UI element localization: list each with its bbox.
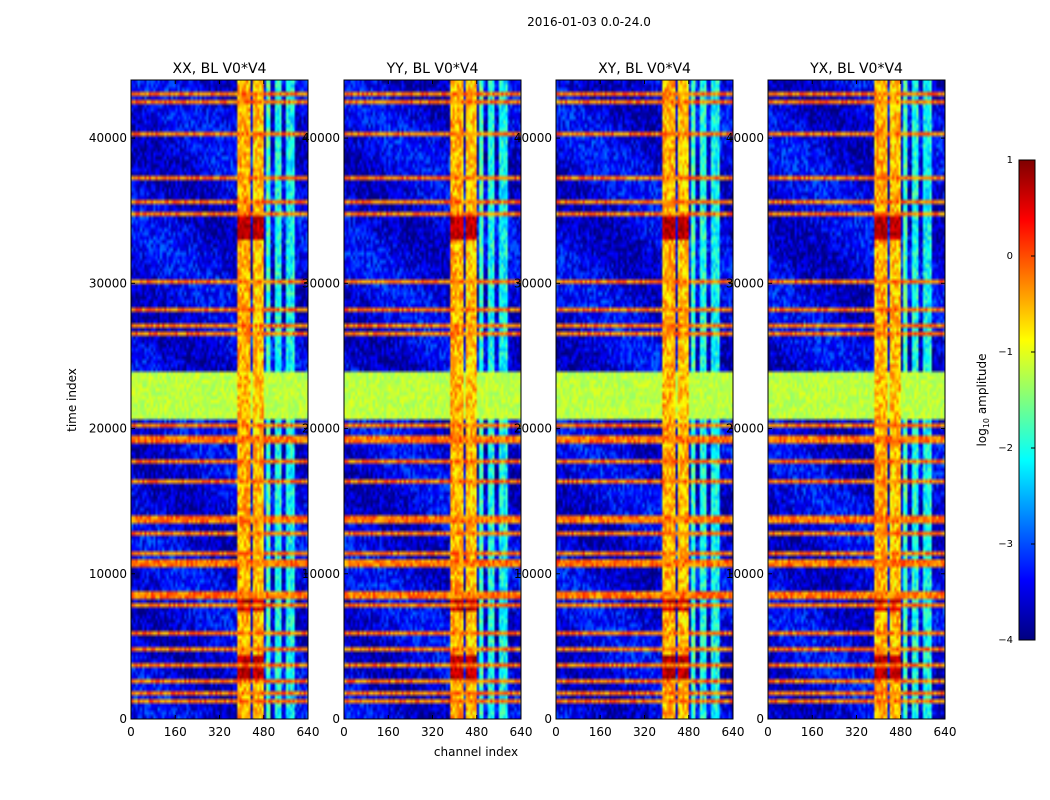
panel-xx: XX, BL V0*V4 0 160 320 480 640 0 10000 20000 3000… xyxy=(89,61,320,739)
y-tick-label: 0 xyxy=(332,712,340,726)
x-tick-label: 320 xyxy=(421,725,444,739)
y-tick-label: 30000 xyxy=(89,276,127,290)
y-tick-label: 0 xyxy=(756,712,764,726)
colorbar-label: log10 amplitude xyxy=(975,354,991,447)
colorbar-tick-label: −3 xyxy=(998,539,1013,550)
y-tick-label: 10000 xyxy=(726,567,764,581)
x-tick-label: 480 xyxy=(677,725,700,739)
x-tick-label: 640 xyxy=(934,725,957,739)
x-tick-label: 480 xyxy=(252,725,275,739)
colorbar-tick-label: −4 xyxy=(998,635,1013,646)
x-tick-label: 320 xyxy=(208,725,231,739)
heatmap-xx xyxy=(131,80,308,719)
x-tick-label: 0 xyxy=(127,725,135,739)
y-axis-label: time index xyxy=(65,368,79,432)
colorbar: −4 −3 −2 −1 0 1 log10 amplitude xyxy=(975,155,1036,646)
heatmap-yx xyxy=(768,80,945,719)
y-tick-label: 40000 xyxy=(514,131,552,145)
y-tick-label: 30000 xyxy=(302,276,340,290)
x-tick-label: 0 xyxy=(764,725,772,739)
x-tick-label: 640 xyxy=(297,725,320,739)
heatmap-yy xyxy=(344,80,521,719)
x-tick-label: 320 xyxy=(845,725,868,739)
heatmap-xy xyxy=(556,80,733,719)
y-tick-label: 20000 xyxy=(302,422,340,436)
y-tick-label: 20000 xyxy=(514,422,552,436)
x-tick-label: 480 xyxy=(889,725,912,739)
y-tick-label: 10000 xyxy=(89,567,127,581)
x-tick-label: 320 xyxy=(633,725,656,739)
y-tick-label: 30000 xyxy=(726,276,764,290)
y-tick-label: 40000 xyxy=(302,131,340,145)
x-axis-label: channel index xyxy=(434,745,518,759)
panel-title: YY, BL V0*V4 xyxy=(386,61,479,77)
y-tick-label: 0 xyxy=(544,712,552,726)
x-tick-label: 480 xyxy=(465,725,488,739)
y-tick-label: 10000 xyxy=(514,567,552,581)
y-tick-label: 20000 xyxy=(89,422,127,436)
colorbar-tick-label: 0 xyxy=(1007,251,1013,262)
x-tick-label: 160 xyxy=(164,725,187,739)
panels: XX, BL V0*V4 0 160 320 480 640 0 10000 20000 3000… xyxy=(89,61,957,739)
colorbar-tick-label: −1 xyxy=(998,347,1013,358)
x-tick-label: 160 xyxy=(801,725,824,739)
panel-yx: YX, BL V0*V4 0 160 320 480 640 0 10000 20000 3000… xyxy=(726,61,957,739)
panel-yy: YY, BL V0*V4 0 160 320 480 640 0 10000 20000 3000… xyxy=(302,61,533,739)
x-tick-label: 640 xyxy=(510,725,533,739)
panel-xy: XY, BL V0*V4 0 160 320 480 640 0 10000 20000 3000… xyxy=(514,61,745,739)
y-tick-label: 10000 xyxy=(302,567,340,581)
panel-title: XX, BL V0*V4 xyxy=(173,61,267,77)
figure-title: 2016-01-03 0.0-24.0 xyxy=(527,15,651,29)
colorbar-tick-label: −2 xyxy=(998,443,1013,454)
x-tick-label: 160 xyxy=(589,725,612,739)
x-tick-label: 0 xyxy=(552,725,560,739)
colorbar-gradient xyxy=(1018,159,1036,641)
panel-title: XY, BL V0*V4 xyxy=(598,61,691,77)
y-tick-label: 0 xyxy=(119,712,127,726)
colorbar-label-suffix: amplitude xyxy=(975,354,989,418)
y-tick-label: 30000 xyxy=(514,276,552,290)
x-tick-label: 0 xyxy=(340,725,348,739)
colorbar-tick-label: 1 xyxy=(1007,155,1013,166)
colorbar-ticks: −4 −3 −2 −1 0 1 xyxy=(998,155,1035,646)
panel-title: YX, BL V0*V4 xyxy=(809,61,903,77)
y-tick-label: 40000 xyxy=(726,131,764,145)
colorbar-label-sub: 10 xyxy=(982,418,991,428)
x-tick-label: 640 xyxy=(722,725,745,739)
y-tick-label: 20000 xyxy=(726,422,764,436)
x-tick-label: 160 xyxy=(377,725,400,739)
colorbar-label-prefix: log xyxy=(975,428,989,446)
y-tick-label: 40000 xyxy=(89,131,127,145)
